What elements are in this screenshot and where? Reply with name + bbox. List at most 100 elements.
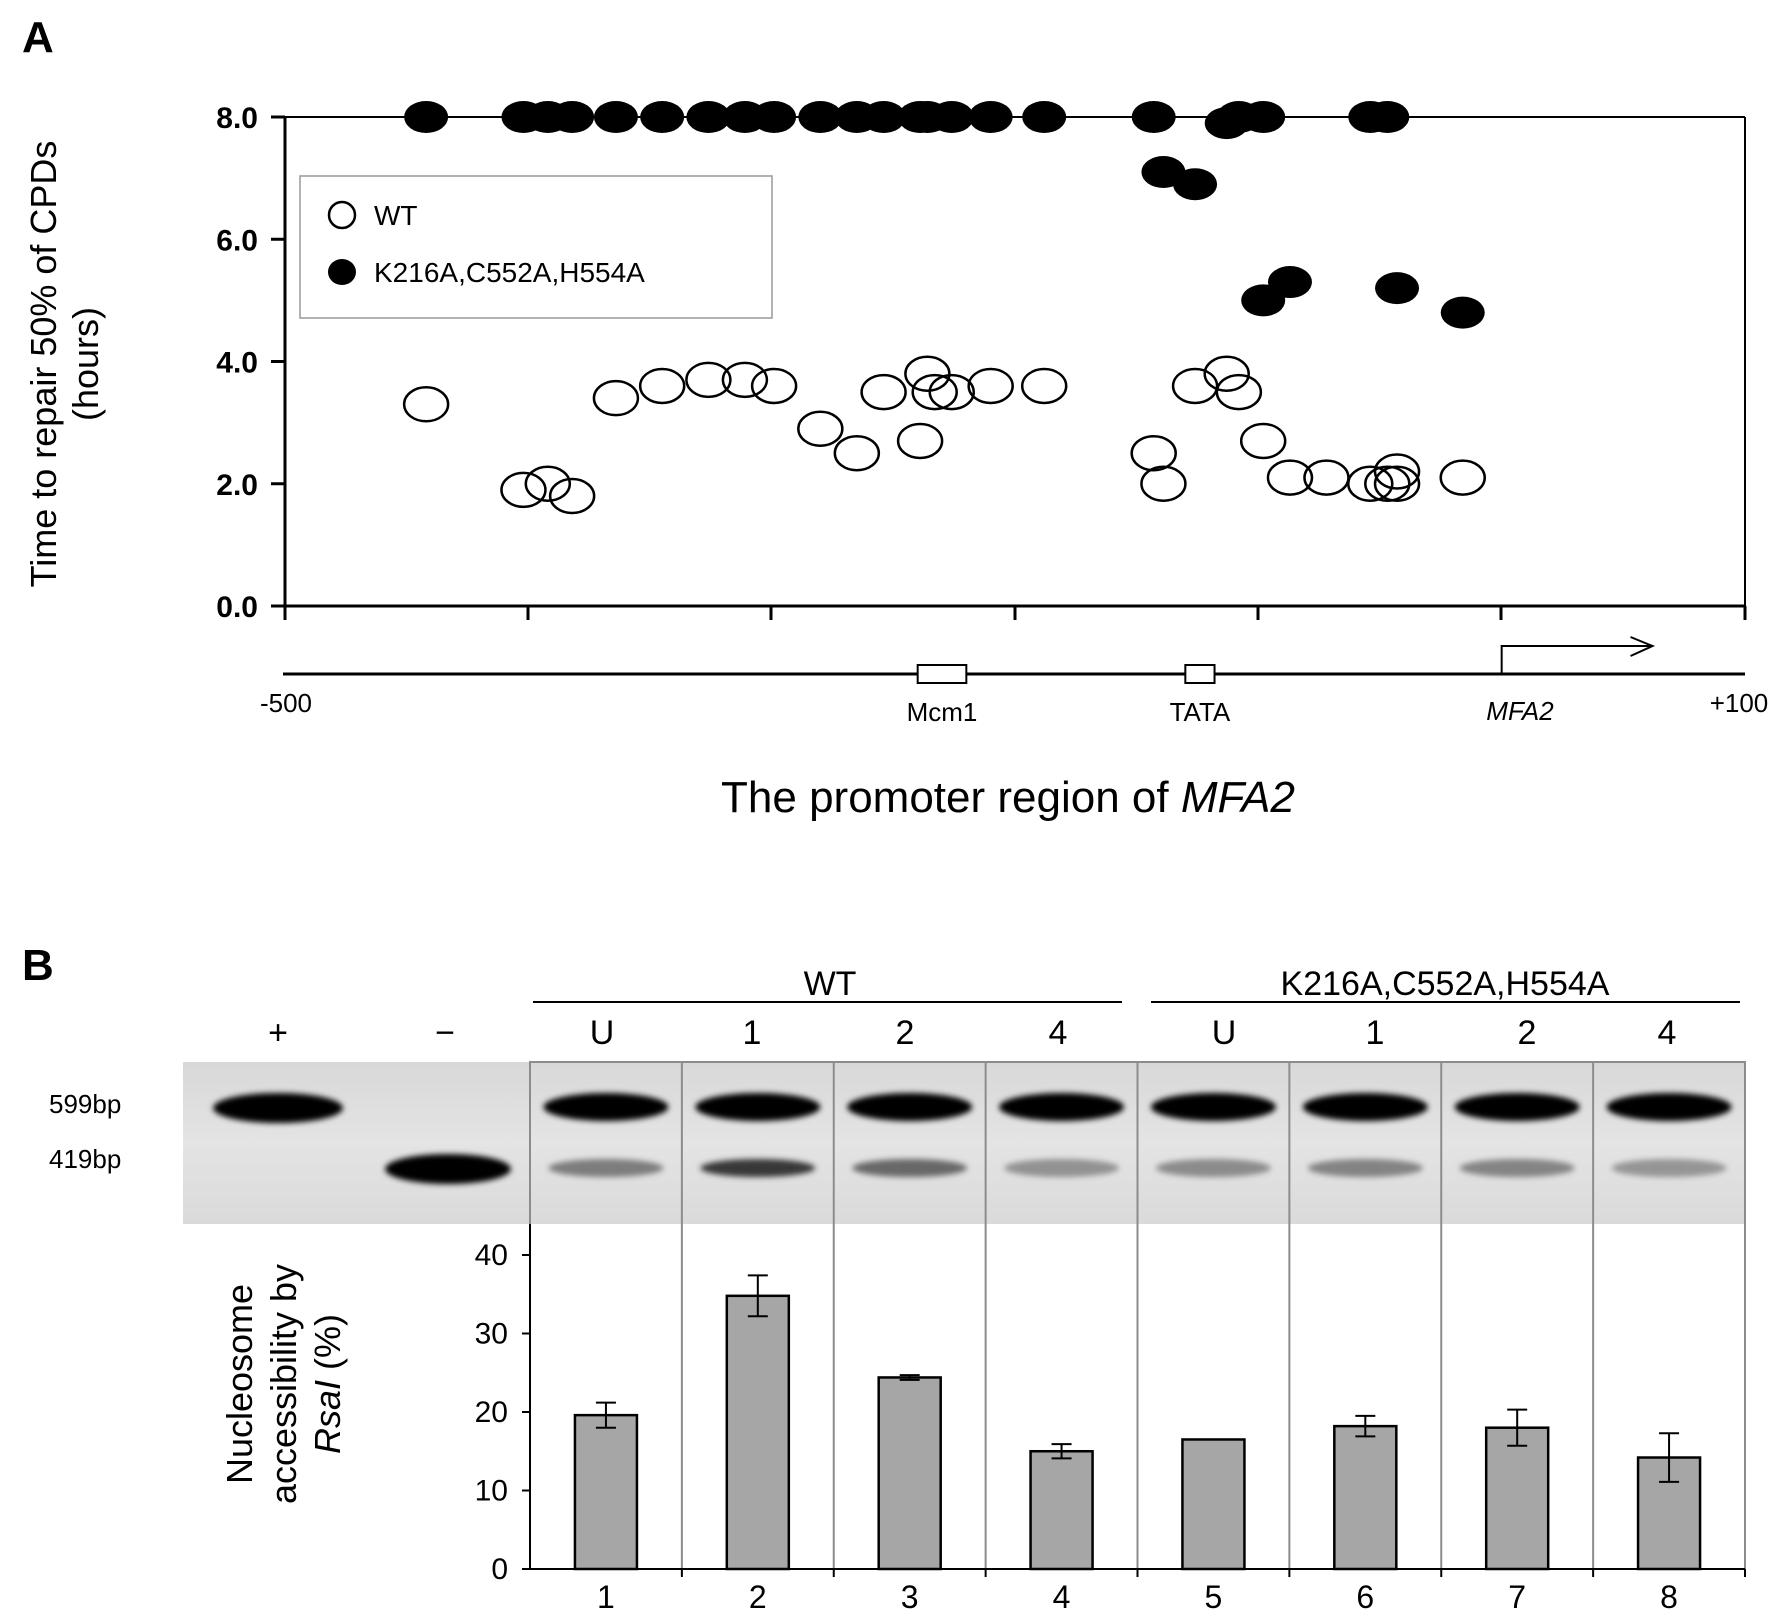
bar xyxy=(725,1294,791,1571)
wt-point xyxy=(1203,355,1250,392)
wt-point xyxy=(1266,459,1314,496)
wt-point xyxy=(524,465,572,502)
wt-point xyxy=(1239,422,1287,460)
lane-number-label: 4 xyxy=(1053,1579,1071,1615)
bar xyxy=(573,1413,639,1571)
lane-head-negative-control: − xyxy=(435,1014,455,1052)
band-label-419bp: 419bp xyxy=(49,1144,121,1174)
promoter-feature-box xyxy=(1184,664,1216,684)
wt-point xyxy=(548,477,596,515)
mutant-point xyxy=(1131,101,1176,133)
bar xyxy=(1484,1426,1550,1571)
b-y-tick-label: 30 xyxy=(475,1318,508,1351)
wt-point xyxy=(1140,465,1187,502)
y-tick-label: 6.0 xyxy=(216,224,258,257)
mutant-point xyxy=(404,101,449,133)
wt-point xyxy=(911,373,958,411)
group-wt-label: WT xyxy=(804,965,857,1003)
y-axis-title-line2: (hours) xyxy=(65,307,106,421)
mutant-point xyxy=(593,101,638,133)
gene-arrow-icon xyxy=(1500,645,1653,674)
gel-band-599 xyxy=(213,1093,343,1123)
panel-a-scatter: 0.0 2.0 4.0 6.0 8.0 Time to repair 50% of CP… xyxy=(23,101,1768,822)
b-y-tick-label: 40 xyxy=(475,1239,508,1272)
gel-band-419 xyxy=(1459,1159,1575,1177)
wt-point xyxy=(750,367,798,405)
gel-band-419 xyxy=(700,1159,816,1177)
group-mutant-label: K216A,C552A,H554A xyxy=(1281,965,1610,1003)
lane-head-positive-control: + xyxy=(268,1014,288,1052)
gel-band-599 xyxy=(1454,1093,1580,1121)
lane-head-mut-4: 4 xyxy=(1658,1014,1677,1052)
band-label-599bp: 599bp xyxy=(49,1089,121,1119)
mutant-point xyxy=(550,101,595,133)
mutant-point xyxy=(929,101,974,133)
b-y-tick-label: 0 xyxy=(491,1553,508,1586)
gel-band-419 xyxy=(1307,1159,1423,1177)
b-y-axis-title-line1: Nucleosome xyxy=(219,1284,260,1484)
gel-background xyxy=(183,1062,1746,1224)
mutant-point xyxy=(798,101,843,133)
gel-band-599 xyxy=(1150,1093,1276,1121)
mutant-point xyxy=(686,101,731,133)
panel-b: WT K216A,C552A,H554A + − U 1 2 4 U 1 2 4… xyxy=(49,965,1746,1615)
gel-band-599 xyxy=(543,1093,669,1121)
mutant-point xyxy=(1375,272,1420,305)
y-tick-label: 8.0 xyxy=(216,102,258,135)
mutant-point xyxy=(1022,101,1067,133)
panel-b-label: B xyxy=(22,941,54,990)
b-y-axis-title-enzyme: RsaI xyxy=(307,1380,348,1454)
lane-number-label: 3 xyxy=(901,1579,919,1615)
mutant-point xyxy=(968,101,1013,133)
y-tick-label: 2.0 xyxy=(216,469,258,502)
legend-wt-label: WT xyxy=(374,200,418,231)
legend-filled-circle-icon xyxy=(328,259,356,285)
wt-point xyxy=(1130,434,1177,472)
gel-band-599 xyxy=(999,1093,1125,1121)
x-end-label: +100 xyxy=(1710,688,1769,718)
wt-point xyxy=(500,471,547,509)
b-y-axis-title-line2: accessibility by xyxy=(263,1264,304,1504)
legend-box xyxy=(299,175,773,319)
mutant-point xyxy=(1267,266,1312,299)
wt-point xyxy=(1020,367,1068,405)
wt-point xyxy=(1373,465,1421,502)
gel-band-419 xyxy=(1155,1159,1271,1177)
wt-point xyxy=(685,361,732,399)
wt-point xyxy=(1364,465,1411,502)
bar xyxy=(877,1376,942,1571)
b-y-tick-label: 20 xyxy=(475,1396,508,1429)
gel-band-599 xyxy=(847,1093,973,1121)
wt-point xyxy=(797,410,844,447)
gene-label: MFA2 xyxy=(1486,696,1554,726)
gel-band-599 xyxy=(695,1093,821,1121)
gel-band-419 xyxy=(1004,1159,1120,1177)
wt-point xyxy=(896,422,944,460)
wt-point xyxy=(592,379,640,417)
wt-point xyxy=(833,434,881,472)
bar xyxy=(1029,1450,1094,1571)
legend-open-circle-icon xyxy=(327,200,357,230)
mutant-point xyxy=(1365,101,1410,133)
promoter-feature-label: TATA xyxy=(1170,697,1231,727)
bar xyxy=(1333,1424,1398,1571)
x-start-label: -500 xyxy=(260,688,312,718)
wt-point xyxy=(1439,459,1486,496)
wt-point xyxy=(928,373,975,411)
lane-number-label: 8 xyxy=(1660,1579,1678,1615)
lane-head-mut-2: 2 xyxy=(1518,1014,1537,1052)
mutant-point xyxy=(1173,168,1218,201)
gel-band-419 xyxy=(852,1159,968,1177)
lane-head-wt-u: U xyxy=(590,1014,615,1052)
lane-number-label: 6 xyxy=(1356,1579,1374,1615)
lane-head-mut-1: 1 xyxy=(1366,1014,1385,1052)
mutant-point xyxy=(1241,101,1286,133)
bar xyxy=(1181,1438,1246,1571)
wt-point xyxy=(721,361,769,399)
lane-number-label: 1 xyxy=(597,1579,615,1615)
gel-band-419 xyxy=(385,1154,511,1184)
wt-point xyxy=(1215,373,1263,411)
promoter-feature-label: Mcm1 xyxy=(907,697,978,727)
y-axis-title-line1: Time to repair 50% of CPDs xyxy=(23,141,64,588)
